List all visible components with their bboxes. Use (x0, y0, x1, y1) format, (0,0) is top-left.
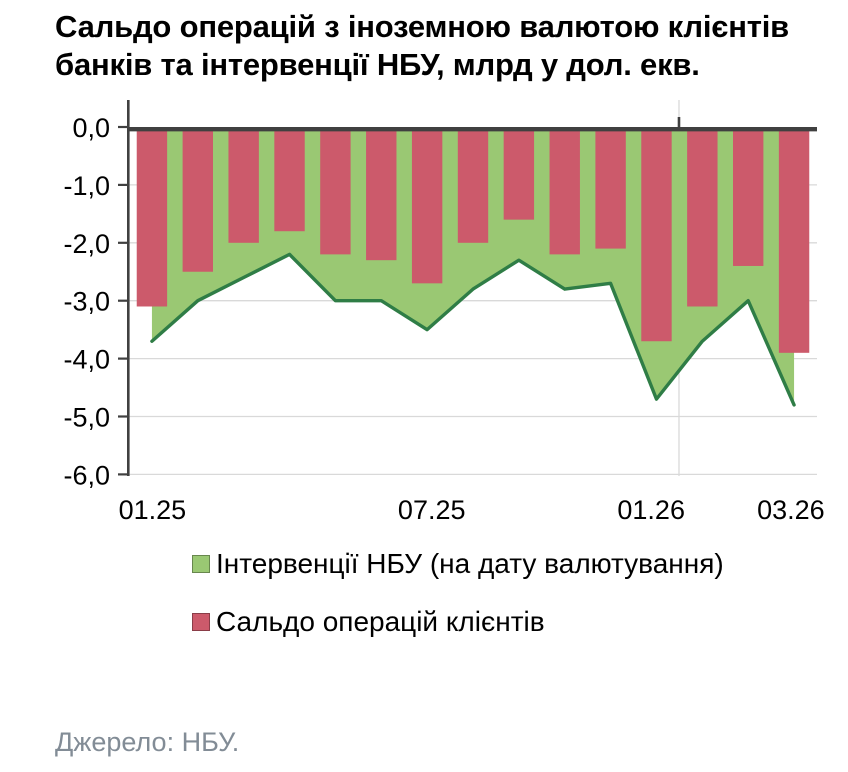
source-note: Джерело: НБУ. (55, 727, 240, 757)
y-axis-label: -5,0 (63, 403, 110, 433)
y-axis-label: 0,0 (72, 113, 110, 143)
legend-swatch-client-balance (192, 613, 210, 631)
chart-title: Сальдо операцій з іноземною валютою кліє… (55, 9, 789, 82)
bar-09.25 (503, 127, 535, 220)
legend-label-interventions: Інтервенції НБУ (на дату валютування) (216, 548, 724, 579)
bar-05.25 (320, 127, 351, 255)
x-axis-label: 01.26 (617, 495, 685, 525)
y-axis-label: -3,0 (63, 287, 110, 317)
legend-item-client-balance: Сальдо операцій клієнтів (192, 606, 724, 637)
bar-07.25 (411, 127, 443, 284)
y-axis-label: -2,0 (63, 229, 110, 259)
bar-03.25 (228, 127, 259, 243)
bar-01.25 (136, 127, 168, 307)
bar-10.25 (549, 127, 580, 255)
line-interventions (150, 252, 796, 407)
bar-02.26 (733, 127, 764, 266)
y-axis-label: -1,0 (63, 171, 110, 201)
chart-legend: Інтервенції НБУ (на дату валютування) Са… (192, 548, 724, 637)
bar-12.25 (641, 127, 672, 342)
x-axis-label: 07.25 (398, 495, 466, 525)
legend-swatch-interventions (192, 555, 210, 573)
legend-item-interventions: Інтервенції НБУ (на дату валютування) (192, 548, 724, 579)
legend-label-client-balance: Сальдо операцій клієнтів (216, 606, 545, 637)
bar-02.25 (182, 127, 213, 272)
area-interventions (151, 127, 795, 405)
bar-04.25 (274, 127, 305, 232)
bar-03.26 (778, 127, 810, 353)
bar-08.25 (457, 127, 489, 243)
x-axis-label: 01.25 (119, 495, 187, 525)
bar-06.25 (366, 127, 397, 261)
bar-01.26 (687, 127, 718, 307)
bar-11.25 (595, 127, 626, 249)
x-axis-label: 03.26 (757, 495, 825, 525)
y-axis-label: -4,0 (63, 345, 110, 375)
y-axis-label: -6,0 (63, 460, 110, 490)
